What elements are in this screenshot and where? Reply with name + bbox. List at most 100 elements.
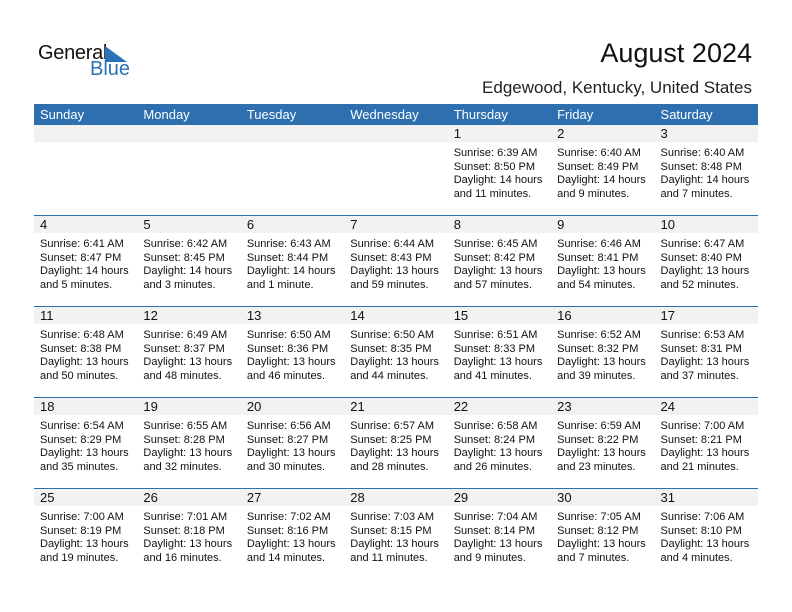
sunset-text: Sunset: 8:44 PM bbox=[246, 251, 329, 264]
empty-day bbox=[34, 125, 138, 142]
sunrise-text: Sunrise: 7:06 AM bbox=[660, 511, 745, 523]
day-cell bbox=[240, 125, 345, 216]
daylight-text: Daylight: 13 hours bbox=[557, 447, 646, 459]
day-cell: 22 Sunrise: 6:58 AM Sunset: 8:24 PM Dayl… bbox=[447, 397, 552, 489]
day-number: 13 bbox=[240, 307, 345, 324]
sunrise-text: Sunrise: 6:58 AM bbox=[453, 420, 538, 432]
sunrise-text: Sunrise: 7:01 AM bbox=[143, 511, 228, 523]
daylight-text: Daylight: 13 hours bbox=[660, 538, 750, 550]
day-number: 16 bbox=[551, 307, 655, 324]
daylight-minutes-text: and 7 minutes. bbox=[557, 551, 630, 564]
daylight-text: Daylight: 13 hours bbox=[143, 447, 233, 459]
sunset-text: Sunset: 8:49 PM bbox=[557, 160, 639, 173]
day-number: 1 bbox=[447, 125, 552, 142]
daylight-text: Daylight: 13 hours bbox=[40, 538, 129, 550]
daylight-text: Daylight: 13 hours bbox=[143, 356, 233, 368]
daylight-text: Daylight: 13 hours bbox=[350, 356, 439, 368]
sunrise-text: Sunrise: 6:39 AM bbox=[453, 147, 538, 159]
day-cell bbox=[344, 125, 448, 216]
week-row: 18 Sunrise: 6:54 AM Sunset: 8:29 PM Dayl… bbox=[34, 397, 758, 489]
daylight-minutes-text: and 46 minutes. bbox=[246, 369, 326, 382]
weekday-header: Saturday bbox=[654, 104, 758, 125]
daylight-text: Daylight: 13 hours bbox=[660, 356, 750, 368]
sunset-text: Sunset: 8:29 PM bbox=[40, 433, 122, 446]
calendar-grid: Sunday Monday Tuesday Wednesday Thursday Frid… bbox=[34, 104, 758, 579]
daylight-minutes-text: and 14 minutes. bbox=[246, 551, 326, 564]
sunset-text: Sunset: 8:19 PM bbox=[40, 524, 122, 537]
daylight-text: Daylight: 13 hours bbox=[557, 538, 646, 550]
sunrise-text: Sunrise: 6:41 AM bbox=[40, 238, 124, 250]
daylight-minutes-text: and 23 minutes. bbox=[557, 460, 636, 473]
sunset-text: Sunset: 8:42 PM bbox=[453, 251, 536, 264]
day-number: 29 bbox=[447, 489, 552, 506]
sunrise-text: Sunrise: 6:44 AM bbox=[350, 238, 435, 250]
daylight-minutes-text: and 35 minutes. bbox=[40, 460, 119, 473]
sunrise-text: Sunrise: 6:40 AM bbox=[557, 147, 641, 159]
week-row: 25 Sunrise: 7:00 AM Sunset: 8:19 PM Dayl… bbox=[34, 488, 758, 579]
sunrise-text: Sunrise: 6:48 AM bbox=[40, 329, 124, 341]
daylight-minutes-text: and 54 minutes. bbox=[557, 278, 636, 291]
sunrise-text: Sunrise: 6:50 AM bbox=[246, 329, 331, 341]
day-number: 11 bbox=[34, 307, 138, 324]
sunrise-text: Sunrise: 7:00 AM bbox=[40, 511, 124, 523]
day-cell: 15 Sunrise: 6:51 AM Sunset: 8:33 PM Dayl… bbox=[447, 306, 552, 398]
daylight-text: Daylight: 14 hours bbox=[246, 265, 336, 277]
sunrise-text: Sunrise: 7:02 AM bbox=[246, 511, 331, 523]
sunset-text: Sunset: 8:28 PM bbox=[143, 433, 225, 446]
daylight-text: Daylight: 13 hours bbox=[40, 447, 129, 459]
day-cell: 10 Sunrise: 6:47 AM Sunset: 8:40 PM Dayl… bbox=[654, 215, 758, 307]
day-number: 7 bbox=[344, 216, 448, 233]
day-cell: 6 Sunrise: 6:43 AM Sunset: 8:44 PM Dayli… bbox=[240, 215, 345, 307]
sunrise-text: Sunrise: 6:55 AM bbox=[143, 420, 228, 432]
empty-day bbox=[137, 125, 241, 142]
daylight-minutes-text: and 4 minutes. bbox=[660, 551, 733, 564]
sunset-text: Sunset: 8:38 PM bbox=[40, 342, 122, 355]
day-cell: 14 Sunrise: 6:50 AM Sunset: 8:35 PM Dayl… bbox=[344, 306, 448, 398]
daylight-minutes-text: and 16 minutes. bbox=[143, 551, 222, 564]
daylight-text: Daylight: 13 hours bbox=[557, 356, 646, 368]
daylight-text: Daylight: 13 hours bbox=[660, 265, 750, 277]
day-cell: 5 Sunrise: 6:42 AM Sunset: 8:45 PM Dayli… bbox=[137, 215, 241, 307]
daylight-minutes-text: and 32 minutes. bbox=[143, 460, 222, 473]
sunset-text: Sunset: 8:47 PM bbox=[40, 251, 122, 264]
daylight-text: Daylight: 13 hours bbox=[557, 265, 646, 277]
day-number: 19 bbox=[137, 398, 241, 415]
sunset-text: Sunset: 8:12 PM bbox=[557, 524, 639, 537]
daylight-minutes-text: and 37 minutes. bbox=[660, 369, 739, 382]
day-cell: 21 Sunrise: 6:57 AM Sunset: 8:25 PM Dayl… bbox=[344, 397, 448, 489]
sunset-text: Sunset: 8:41 PM bbox=[557, 251, 639, 264]
day-number: 17 bbox=[654, 307, 758, 324]
sunset-text: Sunset: 8:48 PM bbox=[660, 160, 742, 173]
day-number: 8 bbox=[447, 216, 552, 233]
page-title: August 2024 bbox=[600, 38, 752, 68]
weekday-header: Friday bbox=[551, 104, 655, 125]
daylight-minutes-text: and 5 minutes. bbox=[40, 278, 113, 291]
daylight-minutes-text: and 52 minutes. bbox=[660, 278, 739, 291]
sunset-text: Sunset: 8:32 PM bbox=[557, 342, 639, 355]
sunrise-text: Sunrise: 6:59 AM bbox=[557, 420, 641, 432]
daylight-text: Daylight: 14 hours bbox=[557, 174, 646, 186]
day-cell: 31 Sunrise: 7:06 AM Sunset: 8:10 PM Dayl… bbox=[654, 488, 758, 579]
day-number: 22 bbox=[447, 398, 552, 415]
weekday-header: Sunday bbox=[34, 104, 138, 125]
daylight-text: Daylight: 13 hours bbox=[453, 356, 543, 368]
day-number: 18 bbox=[34, 398, 138, 415]
day-number: 2 bbox=[551, 125, 655, 142]
weekday-header: Thursday bbox=[447, 104, 552, 125]
day-number: 14 bbox=[344, 307, 448, 324]
daylight-minutes-text: and 41 minutes. bbox=[453, 369, 532, 382]
sunset-text: Sunset: 8:10 PM bbox=[660, 524, 742, 537]
daylight-text: Daylight: 13 hours bbox=[350, 447, 439, 459]
sunrise-text: Sunrise: 6:47 AM bbox=[660, 238, 745, 250]
day-number: 12 bbox=[137, 307, 241, 324]
daylight-text: Daylight: 13 hours bbox=[350, 538, 439, 550]
day-cell: 26 Sunrise: 7:01 AM Sunset: 8:18 PM Dayl… bbox=[137, 488, 241, 579]
sunset-text: Sunset: 8:37 PM bbox=[143, 342, 225, 355]
day-number: 28 bbox=[344, 489, 448, 506]
daylight-minutes-text: and 9 minutes. bbox=[453, 551, 526, 564]
day-number: 10 bbox=[654, 216, 758, 233]
daylight-minutes-text: and 19 minutes. bbox=[40, 551, 119, 564]
day-cell: 20 Sunrise: 6:56 AM Sunset: 8:27 PM Dayl… bbox=[240, 397, 345, 489]
sunset-text: Sunset: 8:45 PM bbox=[143, 251, 225, 264]
sunrise-text: Sunrise: 7:00 AM bbox=[660, 420, 745, 432]
